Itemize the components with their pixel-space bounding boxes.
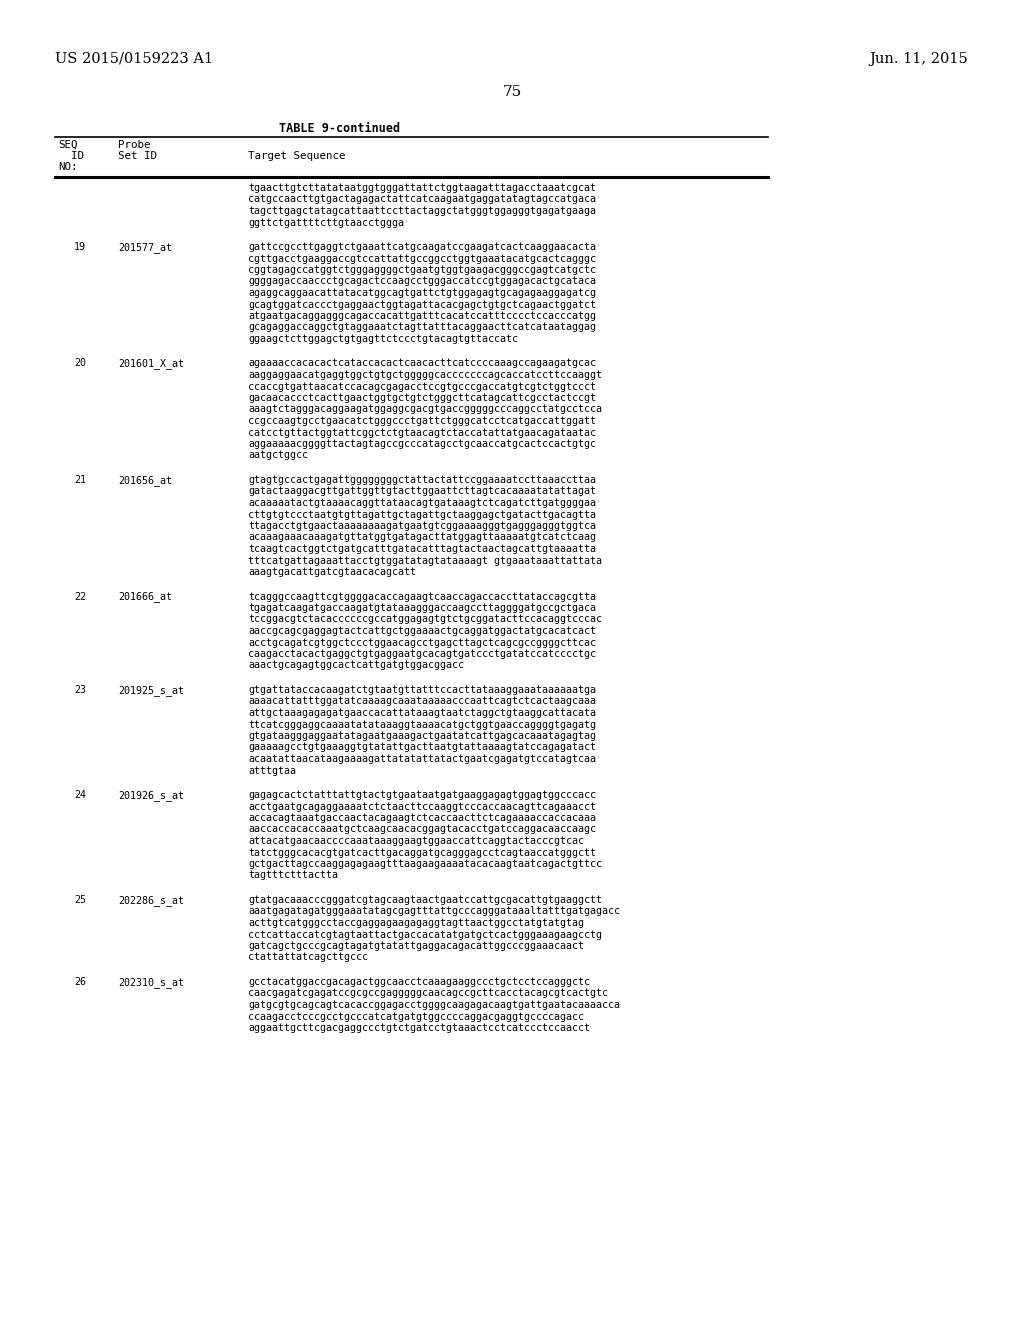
Text: acttgtcatgggcctaccgaggagaagagaggtagttaactggcctatgtatgtag: acttgtcatgggcctaccgaggagaagagaggtagttaac… xyxy=(248,917,584,928)
Text: ttcatcgggaggcaaaatatataaaggtaaaacatgctggtgaaccaggggtgagatg: ttcatcgggaggcaaaatatataaaggtaaaacatgctgg… xyxy=(248,719,596,730)
Text: aaccaccacaccaaatgctcaagcaacacggagtacacctgatccaggacaaccaagc: aaccaccacaccaaatgctcaagcaacacggagtacacct… xyxy=(248,825,596,834)
Text: tagtttctttactta: tagtttctttactta xyxy=(248,870,338,880)
Text: 22: 22 xyxy=(74,591,86,602)
Text: ggttctgattttcttgtaacctggga: ggttctgattttcttgtaacctggga xyxy=(248,218,404,227)
Text: 202310_s_at: 202310_s_at xyxy=(118,977,184,987)
Text: gtgataagggaggaatatagaatgaaagactgaatatcattgagcacaaatagagtag: gtgataagggaggaatatagaatgaaagactgaatatcat… xyxy=(248,731,596,741)
Text: acaatattaacataagaaaagattatatattatactgaatcgagatgtccatagtcaa: acaatattaacataagaaaagattatatattatactgaat… xyxy=(248,754,596,764)
Text: SEQ: SEQ xyxy=(58,140,78,150)
Text: gtagtgccactgagattggggggggctattactattccggaaaatccttaaaccttaa: gtagtgccactgagattggggggggctattactattccgg… xyxy=(248,475,596,484)
Text: tgaacttgtcttatataatggtgggattattctggtaagatttagacctaaatcgcat: tgaacttgtcttatataatggtgggattattctggtaaga… xyxy=(248,183,596,193)
Text: gcagaggaccaggctgtaggaaatctagttatttacaggaacttcatcataataggag: gcagaggaccaggctgtaggaaatctagttatttacagga… xyxy=(248,322,596,333)
Text: tcaagtcactggtctgatgcatttgatacatttagtactaactagcattgtaaaatta: tcaagtcactggtctgatgcatttgatacatttagtacta… xyxy=(248,544,596,554)
Text: 202286_s_at: 202286_s_at xyxy=(118,895,184,906)
Text: gctgacttagccaaggagagaagtttaagaagaaaatacacaagtaatcagactgttcc: gctgacttagccaaggagagaagtttaagaagaaaataca… xyxy=(248,859,602,869)
Text: acaaaaatactgtaaaacaggttataacagtgataaagtctcagatcttgatggggaa: acaaaaatactgtaaaacaggttataacagtgataaagtc… xyxy=(248,498,596,508)
Text: ID: ID xyxy=(58,150,84,161)
Text: 201926_s_at: 201926_s_at xyxy=(118,789,184,801)
Text: catcctgttactggtattcggctctgtaacagtctaccatattatgaacagataatac: catcctgttactggtattcggctctgtaacagtctaccat… xyxy=(248,428,596,437)
Text: gattccgccttgaggtctgaaattcatgcaagatccgaagatcactcaaggaacacta: gattccgccttgaggtctgaaattcatgcaagatccgaag… xyxy=(248,242,596,252)
Text: Target Sequence: Target Sequence xyxy=(248,150,345,161)
Text: aggaaaaacggggttactagtagccgcccatagcctgcaaccatgcactccactgtgc: aggaaaaacggggttactagtagccgcccatagcctgcaa… xyxy=(248,440,596,449)
Text: aggaattgcttcgacgaggccctgtctgatcctgtaaactcctcatccctccaacct: aggaattgcttcgacgaggccctgtctgatcctgtaaact… xyxy=(248,1023,590,1034)
Text: NO:: NO: xyxy=(58,162,78,172)
Text: 23: 23 xyxy=(74,685,86,696)
Text: gatcagctgcccgcagtagatgtatattgaggacagacattggcccggaaacaact: gatcagctgcccgcagtagatgtatattgaggacagacat… xyxy=(248,941,584,950)
Text: gcctacatggaccgacagactggcaacctcaaagaaggccctgctcctccagggctc: gcctacatggaccgacagactggcaacctcaaagaaggcc… xyxy=(248,977,590,987)
Text: aaagtgacattgatcgtaacacagcatt: aaagtgacattgatcgtaacacagcatt xyxy=(248,568,416,577)
Text: ccaccgtgattaacatccacagcgagacctccgtgcccgaccatgtcgtctggtccct: ccaccgtgattaacatccacagcgagacctccgtgcccga… xyxy=(248,381,596,392)
Text: gtatgacaaacccgggatcgtagcaagtaactgaatccattgcgacattgtgaaggctt: gtatgacaaacccgggatcgtagcaagtaactgaatccat… xyxy=(248,895,602,906)
Text: 201666_at: 201666_at xyxy=(118,591,172,602)
Text: caacgagatcgagatccgcgccgagggggcaacagccgcttcacctacagcgtcactgtc: caacgagatcgagatccgcgccgagggggcaacagccgct… xyxy=(248,989,608,998)
Text: gagagcactctatttattgtactgtgaataatgatgaaggagagtggagtggcccacc: gagagcactctatttattgtactgtgaataatgatgaagg… xyxy=(248,789,596,800)
Text: 19: 19 xyxy=(74,242,86,252)
Text: gatactaaggacgttgattggttgtacttggaattcttagtcacaaaatatattagat: gatactaaggacgttgattggttgtacttggaattcttag… xyxy=(248,487,596,496)
Text: 21: 21 xyxy=(74,475,86,484)
Text: attgctaaagagagatgaaccacattataaagtaatctaggctgtaaggcattacata: attgctaaagagagatgaaccacattataaagtaatctag… xyxy=(248,708,596,718)
Text: cggtagagccatggtctgggaggggctgaatgtggtgaagacgggccgagtcatgctc: cggtagagccatggtctgggaggggctgaatgtggtgaag… xyxy=(248,265,596,275)
Text: agaggcaggaacattatacatggcagtgattctgtggagagtgcagagaaggagatcg: agaggcaggaacattatacatggcagtgattctgtggaga… xyxy=(248,288,596,298)
Text: atgaatgacaggagggcagaccacattgatttcacatccatttcccctccacccatgg: atgaatgacaggagggcagaccacattgatttcacatcca… xyxy=(248,312,596,321)
Text: aaccgcagcgaggagtactcattgctggaaaactgcaggatggactatgcacatcact: aaccgcagcgaggagtactcattgctggaaaactgcagga… xyxy=(248,626,596,636)
Text: 25: 25 xyxy=(74,895,86,906)
Text: ggggagaccaaccctgcagactccaagcctgggaccatccgtggagacactgcataca: ggggagaccaaccctgcagactccaagcctgggaccatcc… xyxy=(248,276,596,286)
Text: US 2015/0159223 A1: US 2015/0159223 A1 xyxy=(55,51,213,66)
Text: Probe: Probe xyxy=(118,140,151,150)
Text: Set ID: Set ID xyxy=(118,150,157,161)
Text: Jun. 11, 2015: Jun. 11, 2015 xyxy=(869,51,968,66)
Text: aaaacattatttggatatcaaaagcaaataaaaacccaattcagtctcactaagcaaa: aaaacattatttggatatcaaaagcaaataaaaacccaat… xyxy=(248,697,596,706)
Text: gaaaaagcctgtgaaaggtgtatattgacttaatgtattaaaagtatccagagatact: gaaaaagcctgtgaaaggtgtatattgacttaatgtatta… xyxy=(248,742,596,752)
Text: catgccaacttgtgactagagactattcatcaagaatgaggatatagtagccatgaca: catgccaacttgtgactagagactattcatcaagaatgag… xyxy=(248,194,596,205)
Text: 26: 26 xyxy=(74,977,86,987)
Text: acaaagaaacaaagatgttatggtgatagacttatggagttaaaaatgtcatctcaag: acaaagaaacaaagatgttatggtgatagacttatggagt… xyxy=(248,532,596,543)
Text: accacagtaaatgaccaactacagaagtctcaccaacttctcagaaaaccaccacaaa: accacagtaaatgaccaactacagaagtctcaccaacttc… xyxy=(248,813,596,822)
Text: aaactgcagagtggcactcattgatgtggacggacc: aaactgcagagtggcactcattgatgtggacggacc xyxy=(248,660,464,671)
Text: aaggaggaacatgaggtggctgtgctgggggcacccccccagcaccatccttccaaggt: aaggaggaacatgaggtggctgtgctgggggcaccccccc… xyxy=(248,370,602,380)
Text: cgttgacctgaaggaccgtccattattgccggcctggtgaaatacatgcactcagggc: cgttgacctgaaggaccgtccattattgccggcctggtga… xyxy=(248,253,596,264)
Text: ccgccaagtgcctgaacatctgggccctgattctgggcatcctcatgaccattggatt: ccgccaagtgcctgaacatctgggccctgattctgggcat… xyxy=(248,416,596,426)
Text: 201925_s_at: 201925_s_at xyxy=(118,685,184,696)
Text: attacatgaacaaccccaaataaaggaagtggaaccattcaggtactacccgtcac: attacatgaacaaccccaaataaaggaagtggaaccattc… xyxy=(248,836,584,846)
Text: gatgcgtgcagcagtcacaccggagacctggggcaagagacaagtgattgaatacaaaacca: gatgcgtgcagcagtcacaccggagacctggggcaagaga… xyxy=(248,1001,620,1010)
Text: aatgctggcc: aatgctggcc xyxy=(248,450,308,461)
Text: tatctgggcacacgtgatcacttgacaggatgcagggagcctcagtaaccatgggctt: tatctgggcacacgtgatcacttgacaggatgcagggagc… xyxy=(248,847,596,858)
Text: cttgtgtccctaatgtgttagattgctagattgctaaggagctgatacttgacagtta: cttgtgtccctaatgtgttagattgctagattgctaagga… xyxy=(248,510,596,520)
Text: caagacctacactgaggctgtgaggaatgcacagtgatccctgatatccatcccctgc: caagacctacactgaggctgtgaggaatgcacagtgatcc… xyxy=(248,649,596,659)
Text: TABLE 9-continued: TABLE 9-continued xyxy=(280,121,400,135)
Text: tttcatgattagaaattacctgtggatatagtataaaagt gtgaaataaattattata: tttcatgattagaaattacctgtggatatagtataaaagt… xyxy=(248,556,602,565)
Text: gtgattataccacaagatctgtaatgttatttccacttataaaggaaataaaaaatga: gtgattataccacaagatctgtaatgttatttccacttat… xyxy=(248,685,596,696)
Text: gcagtggatcaccctgaggaactggtagattacacgagctgtgctcagaactggatct: gcagtggatcaccctgaggaactggtagattacacgagct… xyxy=(248,300,596,309)
Text: tccggacgtctacaccccccgccatggagagtgtctgcggatacttccacaggtcccac: tccggacgtctacaccccccgccatggagagtgtctgcgg… xyxy=(248,615,602,624)
Text: acctgcagatcgtggctccctggaacagcctgagcttagctcagcgccggggcttcac: acctgcagatcgtggctccctggaacagcctgagcttagc… xyxy=(248,638,596,648)
Text: tagcttgagctatagcattaattccttactaggctatgggtggagggtgagatgaaga: tagcttgagctatagcattaattccttactaggctatggg… xyxy=(248,206,596,216)
Text: 24: 24 xyxy=(74,789,86,800)
Text: 20: 20 xyxy=(74,359,86,368)
Text: 201601_X_at: 201601_X_at xyxy=(118,359,184,370)
Text: 201577_at: 201577_at xyxy=(118,242,172,253)
Text: ccaagacctcccgcctgcccatcatgatgtggccccaggacgaggtgccccagacc: ccaagacctcccgcctgcccatcatgatgtggccccagga… xyxy=(248,1011,584,1022)
Text: tgagatcaagatgaccaagatgtataaagggaccaagccttaggggatgccgctgaca: tgagatcaagatgaccaagatgtataaagggaccaagcct… xyxy=(248,603,596,612)
Text: aaagtctagggacaggaagatggaggcgacgtgaccgggggcccaggcctatgcctcca: aaagtctagggacaggaagatggaggcgacgtgaccgggg… xyxy=(248,404,602,414)
Text: agaaaaccacacactcataccacactcaacacttcatccccaaagccagaagatgcac: agaaaaccacacactcataccacactcaacacttcatccc… xyxy=(248,359,596,368)
Text: 201656_at: 201656_at xyxy=(118,475,172,486)
Text: ttagacctgtgaactaaaaaaaagatgaatgtcggaaaagggtgagggagggtggtca: ttagacctgtgaactaaaaaaaagatgaatgtcggaaaag… xyxy=(248,521,596,531)
Text: 75: 75 xyxy=(503,84,521,99)
Text: ggaagctcttggagctgtgagttctccctgtacagtgttaccatc: ggaagctcttggagctgtgagttctccctgtacagtgtta… xyxy=(248,334,518,345)
Text: tcagggccaagttcgtggggacaccagaagtcaaccagaccaccttataccagcgtta: tcagggccaagttcgtggggacaccagaagtcaaccagac… xyxy=(248,591,596,602)
Text: aaatgagatagatgggaaatatagcgagtttattgcccagggataaaltatttgatgagacc: aaatgagatagatgggaaatatagcgagtttattgcccag… xyxy=(248,907,620,916)
Text: gacaacaccctcacttgaactggtgctgtctgggcttcatagcattcgcctactccgt: gacaacaccctcacttgaactggtgctgtctgggcttcat… xyxy=(248,393,596,403)
Text: cctcattaccatcgtagtaattactgaccacatatgatgctcactgggaaagaagcctg: cctcattaccatcgtagtaattactgaccacatatgatgc… xyxy=(248,929,602,940)
Text: ctattattatcagcttgccc: ctattattatcagcttgccc xyxy=(248,953,368,962)
Text: atttgtaa: atttgtaa xyxy=(248,766,296,776)
Text: acctgaatgcagaggaaaatctctaacttccaaggtcccaccaacagttcagaaacct: acctgaatgcagaggaaaatctctaacttccaaggtccca… xyxy=(248,801,596,812)
